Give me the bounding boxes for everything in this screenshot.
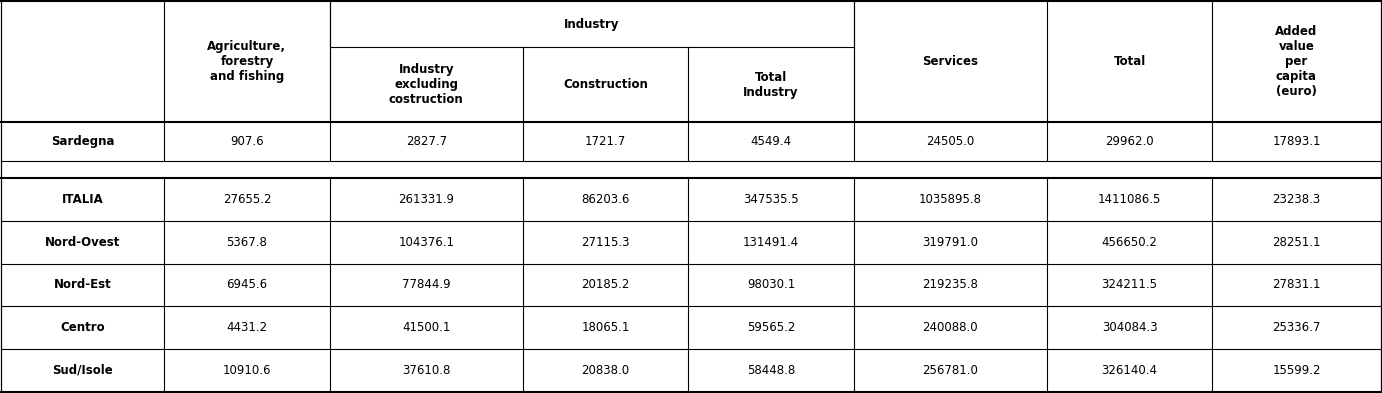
Text: 86203.6: 86203.6 (582, 193, 630, 206)
Text: 15599.2: 15599.2 (1273, 364, 1321, 377)
Text: ITALIA: ITALIA (62, 193, 104, 206)
Text: 304084.3: 304084.3 (1101, 321, 1157, 334)
Text: 1035895.8: 1035895.8 (919, 193, 981, 206)
Text: Agriculture,
forestry
and fishing: Agriculture, forestry and fishing (207, 40, 286, 83)
Text: Total
Industry: Total Industry (744, 71, 799, 99)
Text: Nord-Ovest: Nord-Ovest (46, 236, 120, 249)
Text: 324211.5: 324211.5 (1101, 278, 1158, 291)
Text: 59565.2: 59565.2 (746, 321, 795, 334)
Text: 219235.8: 219235.8 (922, 278, 978, 291)
Text: 6945.6: 6945.6 (227, 278, 268, 291)
Text: 29962.0: 29962.0 (1106, 135, 1154, 149)
Text: 104376.1: 104376.1 (398, 236, 455, 249)
Text: Sardegna: Sardegna (51, 135, 115, 149)
Text: 58448.8: 58448.8 (746, 364, 795, 377)
Text: Services: Services (922, 55, 978, 68)
Text: 27831.1: 27831.1 (1273, 278, 1321, 291)
Text: 326140.4: 326140.4 (1101, 364, 1158, 377)
Text: 1721.7: 1721.7 (585, 135, 626, 149)
Text: Industry
excluding
costruction: Industry excluding costruction (388, 63, 463, 107)
Text: Centro: Centro (61, 321, 105, 334)
Text: Sud/Isole: Sud/Isole (53, 364, 113, 377)
Text: 5367.8: 5367.8 (227, 236, 267, 249)
Text: 10910.6: 10910.6 (223, 364, 271, 377)
Text: Total: Total (1114, 55, 1146, 68)
Text: 4431.2: 4431.2 (227, 321, 268, 334)
Text: 41500.1: 41500.1 (402, 321, 451, 334)
Text: 319791.0: 319791.0 (922, 236, 978, 249)
Text: 456650.2: 456650.2 (1101, 236, 1158, 249)
Text: 261331.9: 261331.9 (398, 193, 455, 206)
Text: 98030.1: 98030.1 (746, 278, 795, 291)
Text: 28251.1: 28251.1 (1273, 236, 1321, 249)
Text: 27115.3: 27115.3 (582, 236, 630, 249)
Text: 24505.0: 24505.0 (926, 135, 974, 149)
Text: 347535.5: 347535.5 (744, 193, 799, 206)
Text: 27655.2: 27655.2 (223, 193, 271, 206)
Text: 18065.1: 18065.1 (582, 321, 630, 334)
Text: Industry: Industry (564, 18, 619, 31)
Text: Nord-Est: Nord-Est (54, 278, 112, 291)
Text: 20185.2: 20185.2 (582, 278, 630, 291)
Text: 20838.0: 20838.0 (582, 364, 630, 377)
Text: 2827.7: 2827.7 (406, 135, 446, 149)
Text: 4549.4: 4549.4 (750, 135, 792, 149)
Text: 77844.9: 77844.9 (402, 278, 451, 291)
Text: 37610.8: 37610.8 (402, 364, 451, 377)
Text: 240088.0: 240088.0 (922, 321, 978, 334)
Text: 907.6: 907.6 (229, 135, 264, 149)
Text: 1411086.5: 1411086.5 (1097, 193, 1161, 206)
Text: 17893.1: 17893.1 (1273, 135, 1321, 149)
Text: 23238.3: 23238.3 (1273, 193, 1321, 206)
Text: 131491.4: 131491.4 (744, 236, 799, 249)
Text: Construction: Construction (562, 78, 648, 91)
Text: Added
value
per
capita
(euro): Added value per capita (euro) (1276, 26, 1317, 98)
Text: 25336.7: 25336.7 (1273, 321, 1321, 334)
Text: 256781.0: 256781.0 (922, 364, 978, 377)
